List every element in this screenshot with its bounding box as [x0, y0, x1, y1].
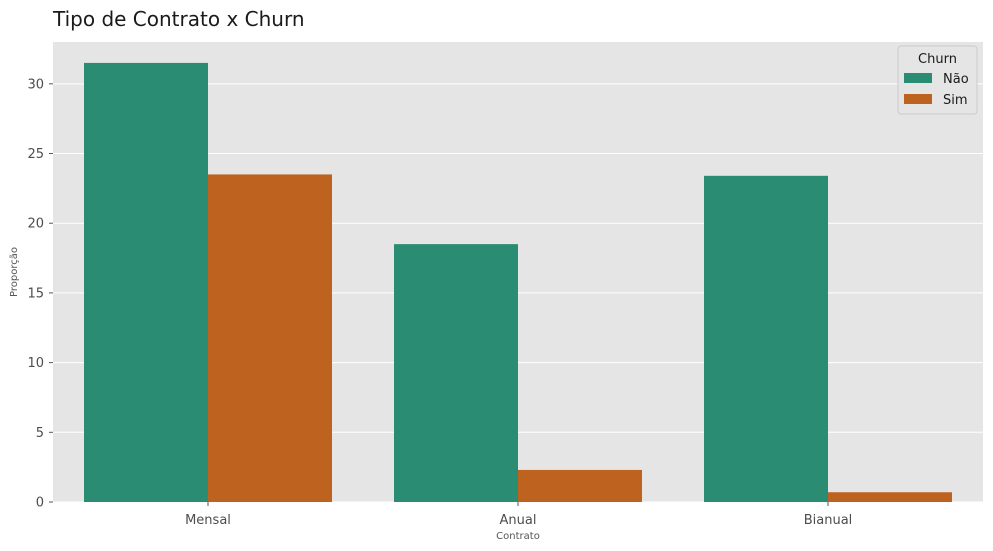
x-axis-label: Contrato: [496, 531, 540, 542]
bar-bianual-nao: [704, 175, 828, 502]
y-tick-label: 10: [27, 356, 44, 371]
legend-swatch: [904, 73, 932, 83]
legend-title: Churn: [918, 52, 957, 67]
legend: Churn Não Sim: [897, 45, 978, 115]
y-tick-label: 20: [27, 217, 44, 232]
bar-mensal-sim: [208, 174, 332, 502]
y-tick-label: 25: [27, 147, 44, 162]
bar-bianual-sim: [828, 492, 952, 502]
y-tick-label: 30: [27, 77, 44, 92]
chart-title: Tipo de Contrato x Churn: [52, 7, 305, 31]
y-axis-label: Proporção: [9, 247, 20, 297]
bars: [84, 62, 952, 503]
y-axis-ticks: 0 5 10 15 20 25 30: [27, 77, 53, 511]
y-tick-label: 15: [27, 286, 44, 301]
y-tick-label: 5: [36, 426, 44, 441]
x-tick-label: Bianual: [804, 513, 853, 528]
legend-swatch: [904, 94, 932, 104]
bar-mensal-nao: [84, 62, 208, 503]
legend-label: Não: [943, 72, 969, 87]
y-tick-label: 0: [36, 496, 44, 511]
bar-anual-sim: [518, 469, 642, 502]
bar-anual-nao: [394, 244, 518, 502]
legend-label: Sim: [943, 93, 968, 108]
x-axis-ticks: Mensal Anual Bianual: [185, 502, 852, 528]
x-tick-label: Anual: [500, 513, 537, 528]
x-tick-label: Mensal: [185, 513, 231, 528]
